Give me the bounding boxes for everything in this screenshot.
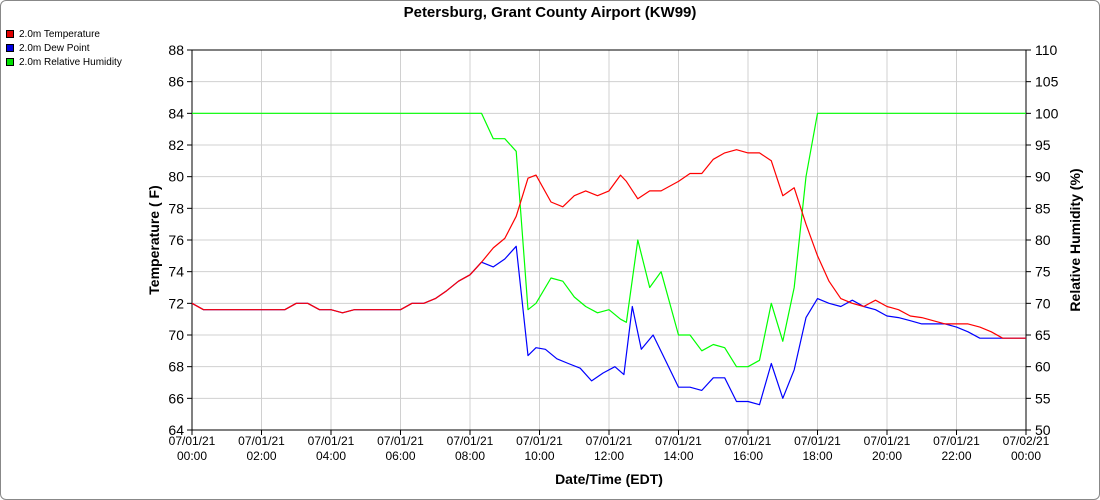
y2-tick-label: 100: [1035, 105, 1059, 121]
y2-tick-label: 65: [1035, 327, 1051, 343]
x-tick-label-time: 00:00: [177, 449, 207, 463]
y-tick-label: 86: [168, 74, 184, 90]
x-tick-label-time: 06:00: [385, 449, 415, 463]
x-tick-label-time: 02:00: [246, 449, 276, 463]
temperature-line: [191, 149, 1026, 339]
x-tick-label-time: 18:00: [802, 449, 832, 463]
y2-tick-label: 80: [1035, 232, 1051, 248]
x-tick-label-time: 22:00: [941, 449, 971, 463]
y2-tick-label: 105: [1035, 74, 1059, 90]
y-tick-label: 72: [168, 295, 184, 311]
y-tick-label: 64: [168, 422, 184, 438]
x-tick-label-date: 07/01/21: [238, 434, 285, 448]
y-tick-label: 80: [168, 169, 184, 185]
y2-tick-label: 75: [1035, 264, 1051, 280]
x-axis-title: Date/Time (EDT): [555, 471, 663, 487]
x-tick-label-time: 10:00: [524, 449, 554, 463]
humidity-line: [192, 112, 1026, 368]
legend-swatch-humidity: [6, 58, 14, 66]
x-tick-label-date: 07/01/21: [377, 434, 424, 448]
x-tick-label-date: 07/01/21: [933, 434, 980, 448]
x-tick-label-date: 07/01/21: [308, 434, 355, 448]
chart-title: Petersburg, Grant County Airport (KW99): [403, 4, 697, 21]
y-tick-label: 88: [168, 42, 184, 58]
y2-tick-label: 95: [1035, 137, 1051, 153]
x-tick-label-time: 16:00: [733, 449, 763, 463]
x-tick-label-time: 14:00: [663, 449, 693, 463]
y-tick-label: 70: [168, 327, 184, 343]
y2-tick-label: 90: [1035, 169, 1051, 185]
x-tick-label-date: 07/01/21: [655, 434, 702, 448]
plot-area-border: [191, 49, 1027, 431]
x-tick-label-date: 07/01/21: [169, 434, 216, 448]
legend-item-dewpoint: 2.0m Dew Point: [6, 41, 122, 55]
y-axis-title: Temperature ( F): [146, 185, 162, 294]
x-tick-label-time: 00:00: [1011, 449, 1041, 463]
y2-tick-label: 110: [1035, 42, 1058, 58]
x-tick-label-time: 04:00: [316, 449, 346, 463]
y2-tick-label: 50: [1035, 422, 1051, 438]
y-tick-label: 76: [168, 232, 184, 248]
legend-swatch-dewpoint: [6, 44, 14, 52]
legend-label-temperature: 2.0m Temperature: [19, 28, 100, 40]
x-tick-label-date: 07/01/21: [516, 434, 563, 448]
y2-tick-label: 55: [1035, 390, 1051, 406]
y2-axis-title: Relative Humidity (%): [1067, 168, 1083, 311]
y-tick-label: 82: [168, 137, 184, 153]
x-tick-label-date: 07/01/21: [794, 434, 841, 448]
legend-label-humidity: 2.0m Relative Humidity: [19, 56, 122, 68]
y-tick-label: 68: [168, 359, 184, 375]
legend-swatch-temperature: [6, 30, 14, 38]
x-tick-label-time: 08:00: [455, 449, 485, 463]
x-tick-label-time: 20:00: [872, 449, 902, 463]
x-tick-label-date: 07/01/21: [586, 434, 633, 448]
x-tick-label-date: 07/01/21: [447, 434, 494, 448]
x-tick-label-time: 12:00: [594, 449, 624, 463]
y-tick-label: 66: [168, 390, 184, 406]
y-tick-label: 84: [168, 105, 184, 121]
y-tick-label: 78: [168, 200, 184, 216]
legend-item-temperature: 2.0m Temperature: [6, 27, 122, 41]
y-tick-label: 74: [168, 264, 184, 280]
x-tick-label-date: 07/02/21: [1003, 434, 1050, 448]
x-tick-label-date: 07/01/21: [725, 434, 772, 448]
y2-tick-label: 60: [1035, 359, 1051, 375]
legend-item-humidity: 2.0m Relative Humidity: [6, 55, 122, 69]
y2-tick-label: 70: [1035, 295, 1051, 311]
legend-label-dewpoint: 2.0m Dew Point: [19, 42, 90, 54]
x-tick-label-date: 07/01/21: [864, 434, 911, 448]
y2-tick-label: 85: [1035, 200, 1051, 216]
legend: 2.0m Temperature 2.0m Dew Point 2.0m Rel…: [6, 27, 122, 69]
